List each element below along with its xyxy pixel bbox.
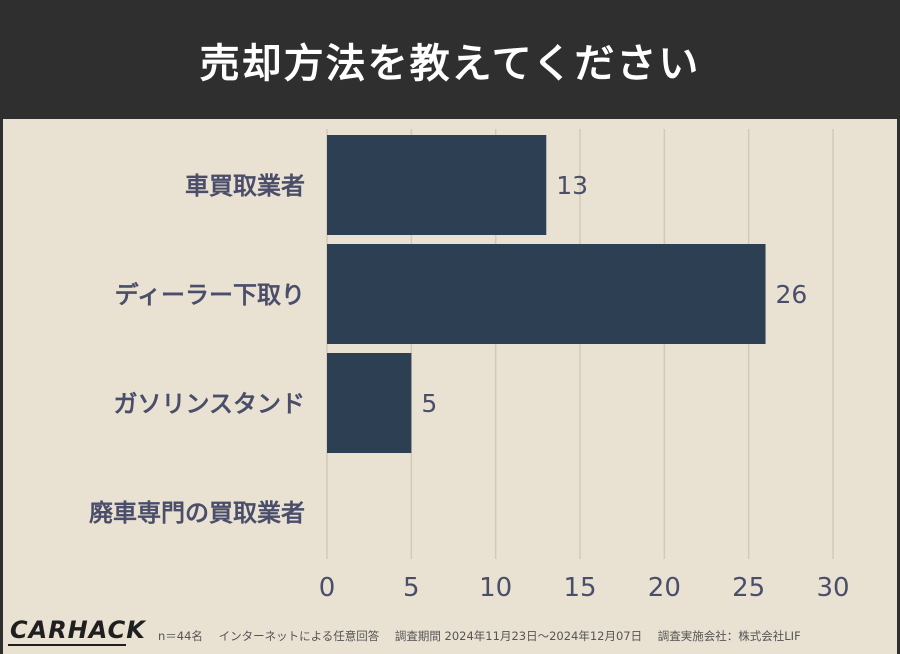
- category-label: 廃車専門の買取業者: [89, 499, 305, 527]
- x-tick-label: 0: [319, 573, 336, 603]
- bar: [327, 353, 412, 453]
- carhack-logo: CARHACK: [10, 616, 146, 644]
- page-title: 売却方法を教えてください: [199, 40, 701, 87]
- bar: [327, 244, 766, 344]
- x-tick-label: 30: [816, 573, 849, 603]
- right-border: [897, 119, 900, 654]
- x-tick-label: 25: [732, 573, 765, 603]
- category-label: ガソリンスタンド: [113, 390, 305, 418]
- data-label: 5: [421, 389, 437, 418]
- footer: CARHACK n＝44名 インターネットによる任意回答 調査期間 2024年1…: [0, 614, 900, 654]
- x-tick-label: 10: [479, 573, 512, 603]
- sample-size: n＝44名: [158, 629, 203, 643]
- survey-company: 調査実施会社：株式会社LIF: [657, 629, 801, 643]
- survey-footnote: n＝44名 インターネットによる任意回答 調査期間 2024年11月23日〜20…: [158, 628, 813, 644]
- x-tick-label: 5: [403, 573, 420, 603]
- category-label: ディーラー下取り: [115, 281, 305, 309]
- x-tick-label: 15: [563, 573, 596, 603]
- x-tick-label: 20: [648, 573, 681, 603]
- survey-method: インターネットによる任意回答: [218, 629, 380, 643]
- data-label: 26: [776, 280, 808, 309]
- logo-underline: [8, 644, 126, 646]
- header-bar: 売却方法を教えてください: [0, 0, 900, 119]
- category-label: 車買取業者: [185, 172, 305, 200]
- bar-chart: 0 5 10 15 20 25 30 車買取業者 13 ディーラー下取り 26 ガソリンスタンド 5 廃車…: [89, 129, 850, 603]
- data-label: 13: [556, 171, 588, 200]
- bar: [327, 135, 547, 235]
- left-border: [0, 119, 3, 654]
- survey-period: 調査期間 2024年11月23日〜2024年12月07日: [394, 629, 643, 643]
